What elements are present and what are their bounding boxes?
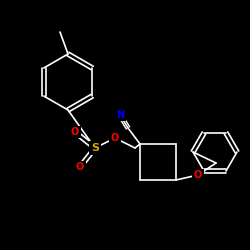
Text: N: N — [116, 110, 124, 120]
Text: O: O — [194, 170, 202, 180]
Text: O: O — [76, 162, 84, 172]
Text: O: O — [71, 127, 79, 137]
Text: S: S — [91, 143, 99, 153]
Text: O: O — [111, 133, 119, 143]
